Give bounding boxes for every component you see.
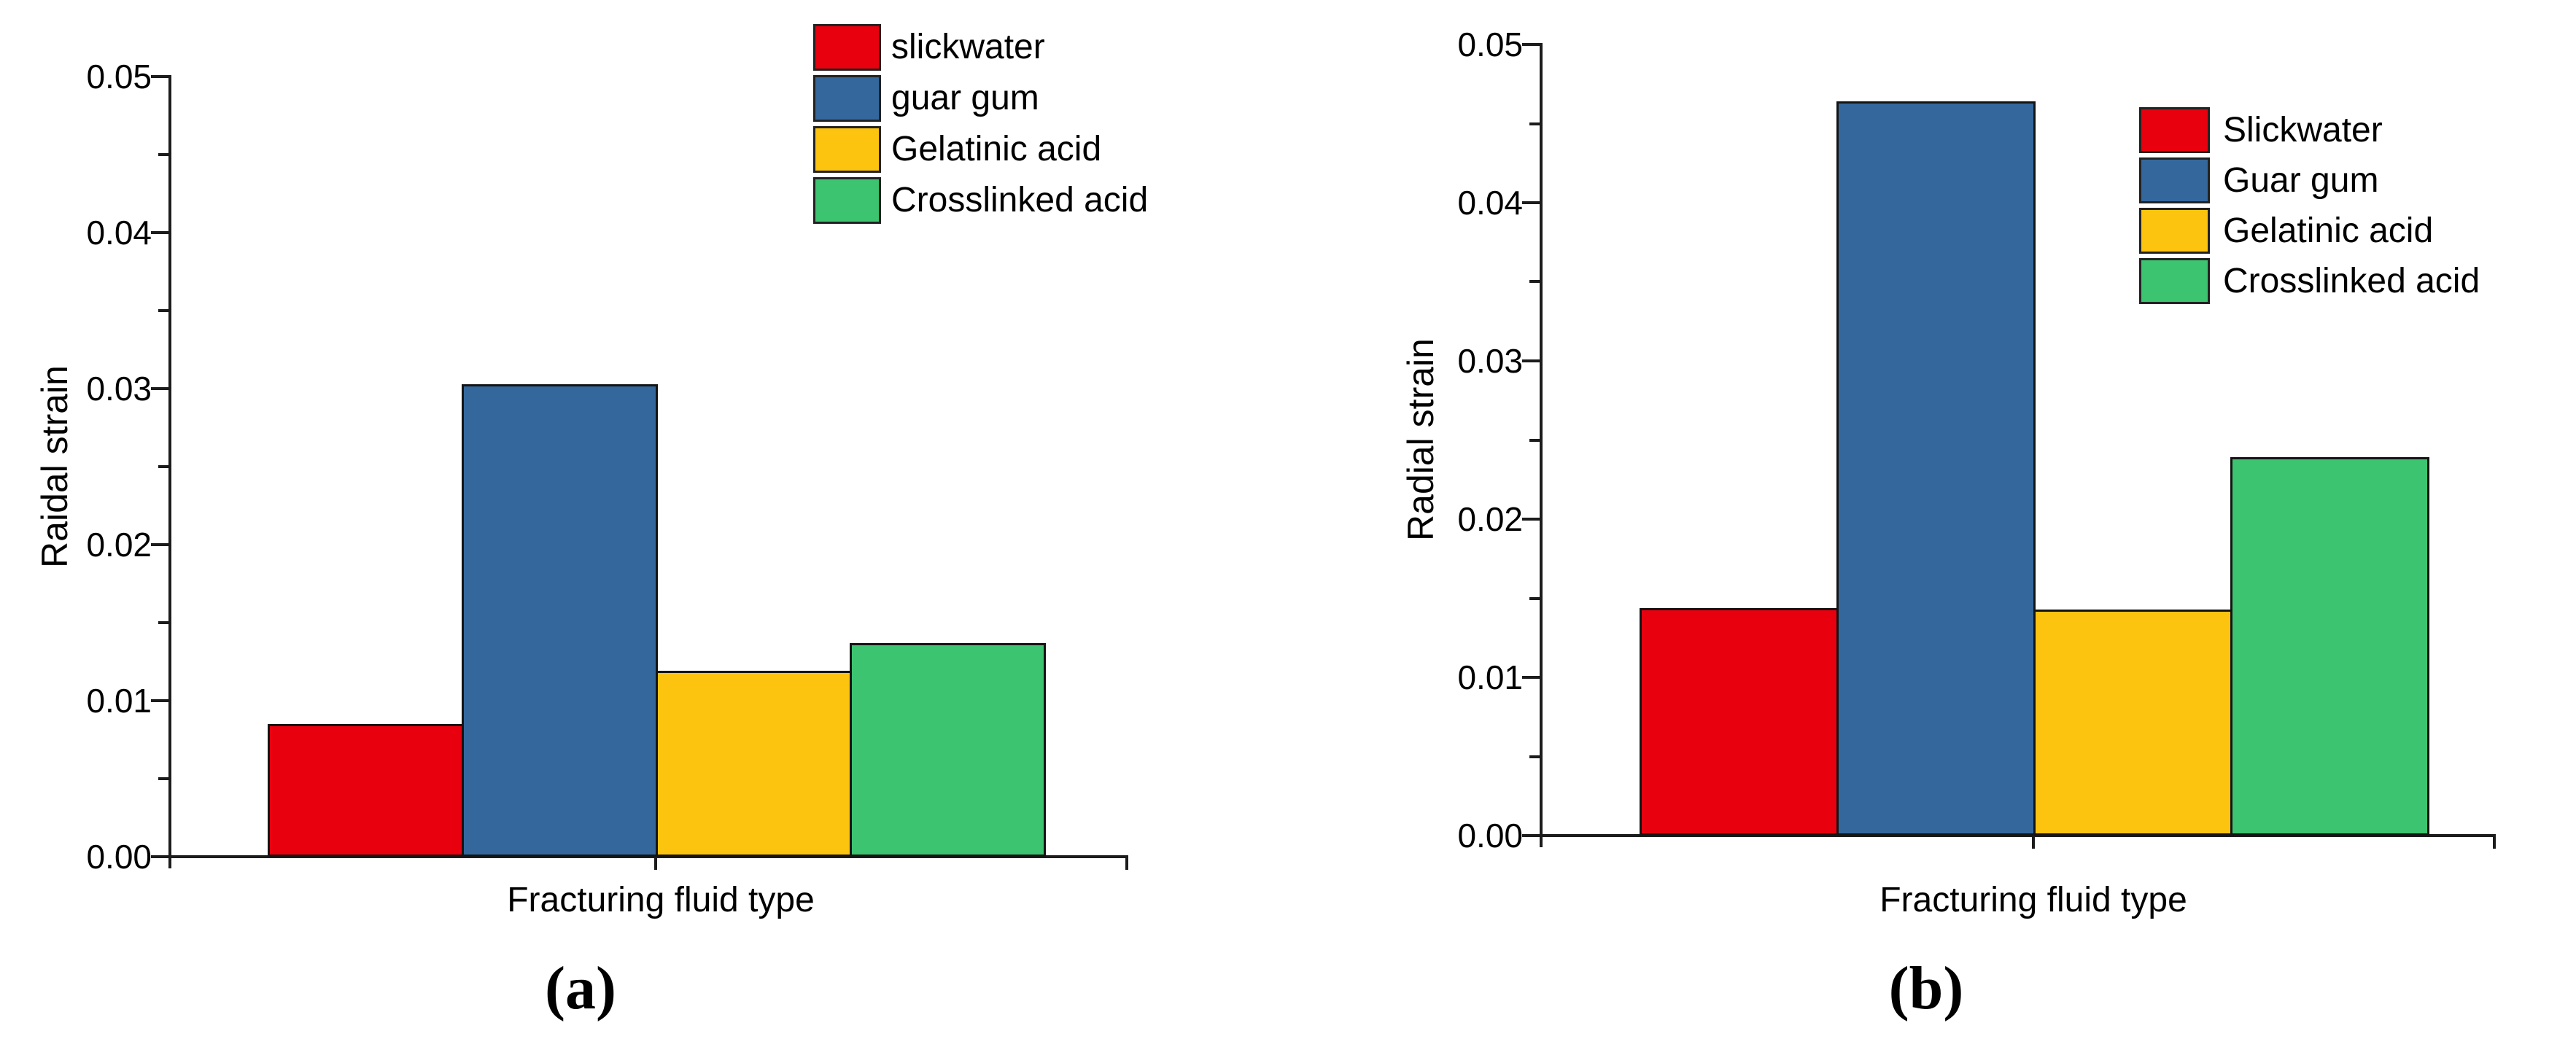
panel-caption-b: (b)	[1888, 954, 1964, 1022]
x-axis-label-b: Fracturing fluid type	[1879, 881, 2187, 919]
bar-b-crosslinked-acid	[2230, 457, 2429, 836]
y-major-tick-a	[151, 543, 168, 546]
y-minor-tick-b	[1529, 280, 1540, 283]
bar-b-guar-gum	[1836, 101, 2036, 836]
x-axis-a	[168, 855, 1128, 858]
y-major-tick-b	[1522, 518, 1540, 521]
y-axis-b	[1540, 43, 1543, 847]
y-minor-tick-a	[158, 777, 168, 780]
bar-a-guar-gum	[462, 384, 658, 857]
y-minor-tick-a	[158, 465, 168, 468]
y-major-tick-a	[151, 699, 168, 702]
y-tick-label-b: 0.04	[1457, 184, 1523, 222]
x-axis-b	[1540, 834, 2496, 837]
y-major-tick-b	[1522, 359, 1540, 362]
legend-label-a: Crosslinked acid	[891, 181, 1149, 219]
y-axis-a	[168, 75, 171, 868]
y-minor-tick-b	[1529, 439, 1540, 442]
y-minor-tick-a	[158, 309, 168, 312]
x-end-tick-a	[1125, 857, 1128, 870]
y-major-tick-b	[1522, 834, 1540, 837]
y-tick-label-a: 0.04	[86, 214, 152, 252]
x-center-tick-a	[654, 857, 657, 870]
bar-b-gelatinic-acid	[2033, 610, 2232, 836]
y-tick-label-a: 0.03	[86, 370, 152, 408]
bar-a-slickwater	[268, 724, 464, 857]
y-major-tick-b	[1522, 676, 1540, 679]
x-center-tick-b	[2032, 836, 2035, 849]
y-major-tick-a	[151, 387, 168, 390]
x-axis-label-a: Fracturing fluid type	[507, 881, 815, 919]
y-minor-tick-b	[1529, 597, 1540, 600]
y-minor-tick-b	[1529, 122, 1540, 125]
legend-swatch-b	[2139, 107, 2210, 153]
legend-swatch-b	[2139, 157, 2210, 203]
y-tick-label-b: 0.01	[1457, 658, 1523, 696]
bar-a-crosslinked-acid	[850, 643, 1046, 857]
legend-label-a: Gelatinic acid	[891, 130, 1102, 168]
y-major-tick-a	[151, 855, 168, 858]
y-major-tick-b	[1522, 43, 1540, 46]
legend-swatch-a	[813, 24, 881, 71]
x-end-tick-b	[2493, 836, 2496, 849]
y-tick-label-b: 0.02	[1457, 500, 1523, 538]
y-tick-label-a: 0.05	[86, 58, 152, 96]
legend-label-a: slickwater	[891, 28, 1045, 66]
legend-label-b: Slickwater	[2223, 111, 2383, 149]
y-minor-tick-a	[158, 621, 168, 624]
y-tick-label-a: 0.01	[86, 682, 152, 720]
y-minor-tick-b	[1529, 755, 1540, 758]
panel-caption-a: (a)	[545, 954, 616, 1022]
y-major-tick-a	[151, 75, 168, 78]
legend-swatch-a	[813, 126, 881, 173]
legend-swatch-b	[2139, 208, 2210, 254]
y-tick-label-b: 0.00	[1457, 817, 1523, 855]
legend-swatch-a	[813, 75, 881, 122]
y-major-tick-b	[1522, 201, 1540, 204]
y-major-tick-a	[151, 231, 168, 234]
legend-swatch-b	[2139, 258, 2210, 304]
y-tick-label-a: 0.02	[86, 526, 152, 564]
y-minor-tick-a	[158, 153, 168, 156]
y-tick-label-a: 0.00	[86, 838, 152, 876]
legend-label-b: Gelatinic acid	[2223, 211, 2434, 250]
y-tick-label-b: 0.03	[1457, 342, 1523, 380]
legend-label-a: guar gum	[891, 79, 1039, 117]
legend-label-b: Guar gum	[2223, 161, 2379, 200]
bar-b-slickwater	[1640, 608, 1839, 836]
bar-a-gelatinic-acid	[656, 671, 852, 857]
legend-swatch-a	[813, 177, 881, 224]
y-tick-label-b: 0.05	[1457, 26, 1523, 63]
legend-label-b: Crosslinked acid	[2223, 262, 2480, 300]
